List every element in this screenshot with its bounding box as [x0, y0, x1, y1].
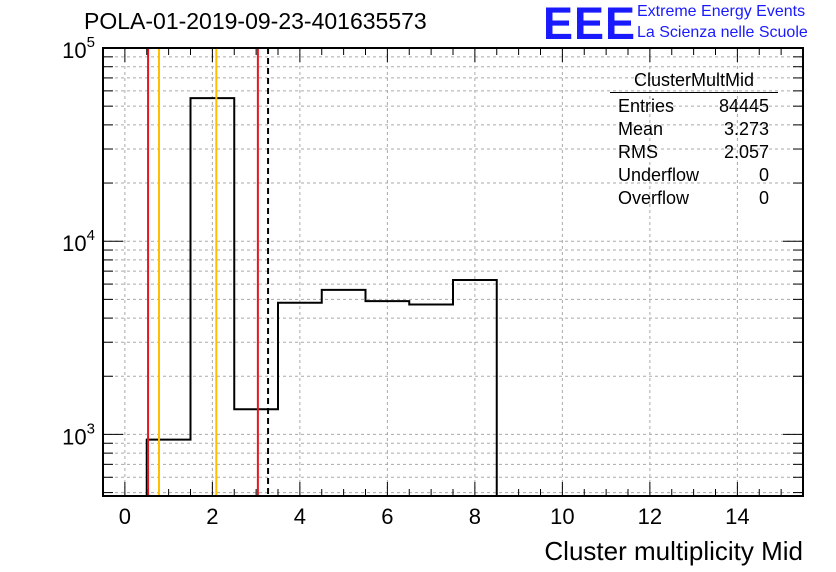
x-tick-label: 10 — [550, 504, 574, 529]
y-tick-label: 103 — [62, 420, 95, 449]
stats-value: 84445 — [718, 96, 769, 116]
stats-label: Underflow — [618, 165, 700, 185]
stats-title: ClusterMultMid — [610, 70, 778, 93]
histogram-bin — [147, 440, 191, 496]
x-tick-label: 4 — [294, 504, 306, 529]
x-tick-label: 0 — [119, 504, 131, 529]
x-tick-label: 8 — [469, 504, 481, 529]
histogram-bin — [322, 290, 366, 496]
stats-label: RMS — [618, 142, 658, 162]
logo-line-1: Extreme Energy Events — [637, 3, 806, 20]
tick-labels: 0 2 4 6 8 10 12 14 103 104 105 — [62, 34, 749, 529]
stats-value: 3.273 — [723, 119, 769, 139]
stats-value: 0 — [758, 188, 769, 208]
x-tick-label: 12 — [638, 504, 662, 529]
histogram-outline — [145, 97, 498, 496]
stats-box: ClusterMultMid Entries 84445 Mean 3.273 RM… — [610, 70, 778, 211]
x-tick-label: 6 — [381, 504, 393, 529]
stats-row: Overflow 0 — [610, 188, 778, 211]
stats-value: 2.057 — [723, 142, 769, 162]
y-tick-label: 105 — [62, 34, 95, 63]
x-tick-label: 14 — [725, 504, 749, 529]
histogram-bin — [409, 305, 453, 496]
logo-line-2: La Scienza nelle Scuole — [637, 24, 808, 41]
stats-value: 0 — [758, 165, 769, 185]
histogram-title: POLA-01-2019-09-23-401635573 — [84, 8, 427, 34]
y-tick-label: 104 — [62, 227, 95, 256]
axis-ticks — [102, 47, 804, 496]
stats-label: Overflow — [618, 188, 690, 208]
stats-row: Entries 84445 — [610, 96, 778, 119]
stats-row: Mean 3.273 — [610, 119, 778, 142]
eee-logo: EEE — [543, 0, 637, 49]
stats-label: Mean — [618, 119, 664, 139]
histogram-bin — [234, 409, 278, 496]
x-tick-label: 2 — [206, 504, 218, 529]
x-axis-label: Cluster multiplicity Mid — [544, 536, 803, 566]
stats-label: Entries — [618, 96, 675, 116]
stats-row: RMS 2.057 — [610, 142, 778, 165]
histogram-bars — [145, 97, 498, 496]
marker-lines — [147, 48, 270, 496]
stats-row: Underflow 0 — [610, 165, 778, 188]
